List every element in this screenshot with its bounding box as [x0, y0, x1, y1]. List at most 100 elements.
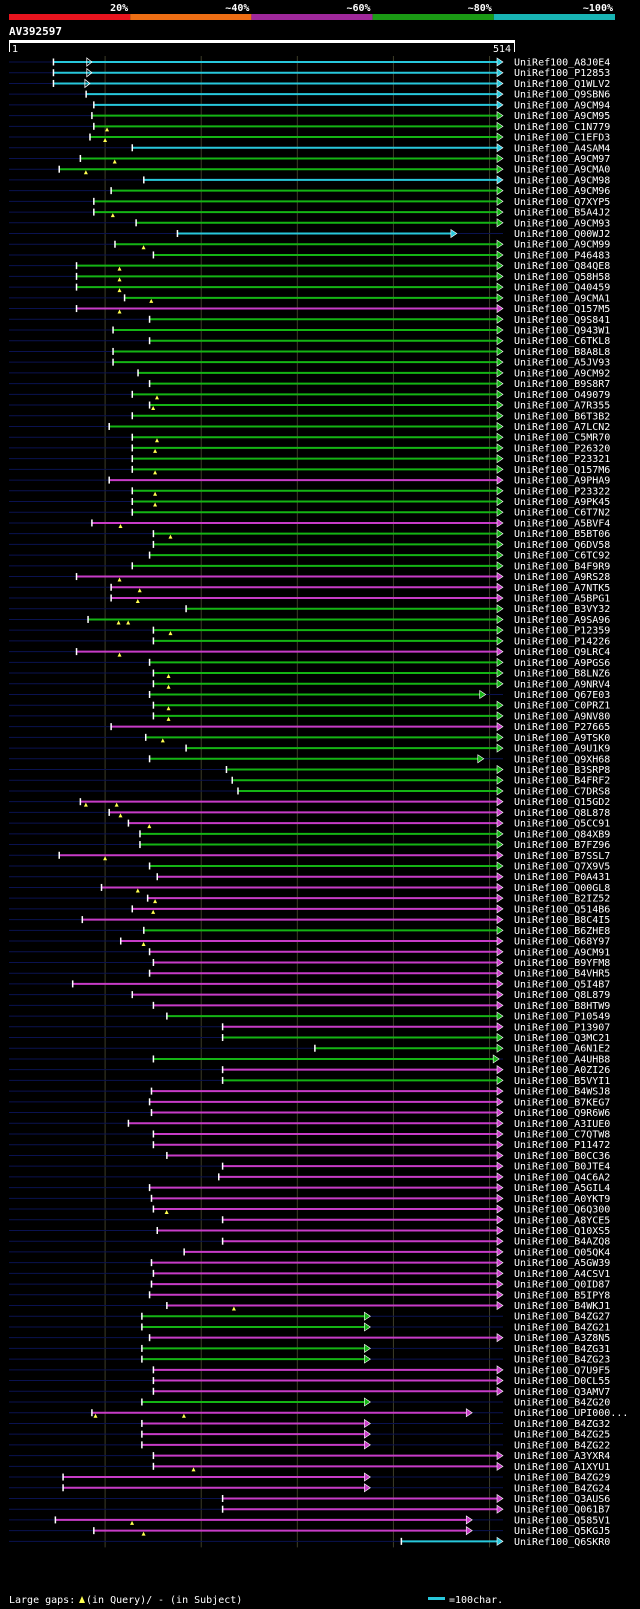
hit-row[interactable]: UniRef100_B7FZ96 [9, 839, 610, 851]
hit-row[interactable]: UniRef100_B6ZHE8 [9, 925, 610, 937]
hit-label[interactable]: UniRef100_A8J0E4 [514, 58, 610, 69]
hit-row[interactable]: UniRef100_Q00WJ2 [9, 228, 610, 240]
hit-label[interactable]: UniRef100_A9PHA9 [514, 476, 610, 487]
hit-label[interactable]: UniRef100_B0JTE4 [514, 1162, 610, 1173]
hit-row[interactable]: UniRef100_Q68Y97 [9, 936, 610, 948]
hit-row[interactable]: UniRef100_C7DRS8 [9, 786, 610, 797]
hit-row[interactable]: UniRef100_B4ZG21 [9, 1322, 610, 1333]
hit-row[interactable]: UniRef100_Q5KGJ5 [9, 1526, 610, 1537]
hit-row[interactable]: UniRef100_P0A431 [9, 872, 610, 883]
hit-row[interactable]: UniRef100_B3VY32 [9, 604, 610, 615]
hit-label[interactable]: UniRef100_B4ZG21 [514, 1322, 610, 1333]
hit-label[interactable]: UniRef100_C1EFD3 [514, 133, 610, 144]
hit-label[interactable]: UniRef100_C0PRZ1 [514, 701, 610, 712]
hit-row[interactable]: UniRef100_Q7U9F5 [9, 1365, 610, 1376]
hit-label[interactable]: UniRef100_Q9XH68 [514, 754, 610, 765]
hit-label[interactable]: UniRef100_A4SAM4 [514, 143, 610, 154]
hit-row[interactable]: UniRef100_B4ZG24 [9, 1483, 610, 1494]
hit-row[interactable]: UniRef100_A9SA96 [9, 614, 610, 626]
hit-row[interactable]: UniRef100_P10549 [9, 1011, 610, 1023]
hit-row[interactable]: UniRef100_P23322 [9, 486, 610, 497]
hit-row[interactable]: UniRef100_Q00GL8 [9, 882, 610, 894]
hit-label[interactable]: UniRef100_A7R355 [514, 401, 610, 412]
hit-row[interactable]: UniRef100_C1N779 [9, 121, 610, 133]
hit-label[interactable]: UniRef100_Q061B7 [514, 1505, 610, 1516]
hit-row[interactable]: UniRef100_B8C4I5 [9, 915, 610, 926]
hit-row[interactable]: UniRef100_Q10XS5 [9, 1225, 610, 1237]
hit-label[interactable]: UniRef100_P13907 [514, 1022, 610, 1033]
hit-row[interactable]: UniRef100_Q5I4B7 [9, 979, 610, 990]
hit-label[interactable]: UniRef100_P23322 [514, 486, 610, 497]
hit-label[interactable]: UniRef100_Q68Y97 [514, 937, 610, 948]
hit-label[interactable]: UniRef100_Q7XYP5 [514, 197, 610, 208]
hit-row[interactable]: UniRef100_A0ZI26 [9, 1065, 610, 1076]
hit-row[interactable]: UniRef100_B4F9R9 [9, 561, 610, 572]
hit-label[interactable]: UniRef100_Q8L879 [514, 990, 610, 1001]
hit-label[interactable]: UniRef100_B4ZG29 [514, 1473, 610, 1484]
hit-row[interactable]: UniRef100_Q3AMV7 [9, 1386, 610, 1398]
hit-label[interactable]: UniRef100_A9NV80 [514, 711, 610, 722]
hit-row[interactable]: UniRef100_P46483 [9, 250, 610, 261]
hit-row[interactable]: UniRef100_Q157M6 [9, 464, 610, 476]
hit-label[interactable]: UniRef100_B4VHR5 [514, 969, 610, 980]
hit-row[interactable]: UniRef100_P12853 [9, 67, 610, 79]
hit-label[interactable]: UniRef100_A9PK45 [514, 497, 610, 508]
hit-row[interactable]: UniRef100_A3YXR4 [9, 1451, 610, 1462]
hit-row[interactable]: UniRef100_B5BT06 [9, 529, 610, 540]
hit-label[interactable]: UniRef100_Q7X9V5 [514, 862, 610, 873]
hit-row[interactable]: UniRef100_A4CSV1 [9, 1268, 610, 1280]
hit-row[interactable]: UniRef100_A5JV93 [9, 357, 610, 369]
hit-label[interactable]: UniRef100_Q00GL8 [514, 883, 610, 894]
hit-row[interactable]: UniRef100_Q9XH68 [9, 754, 610, 765]
hit-label[interactable]: UniRef100_Q0ID87 [514, 1280, 610, 1291]
hit-label[interactable]: UniRef100_C5MR70 [514, 433, 610, 444]
hit-row[interactable]: UniRef100_C7QTW8 [9, 1129, 610, 1141]
hit-row[interactable]: UniRef100_B4ZG27 [9, 1311, 610, 1323]
hit-row[interactable]: UniRef100_B4WKJ1 [9, 1300, 610, 1312]
hit-label[interactable]: UniRef100_B8LNZ6 [514, 669, 610, 680]
hit-row[interactable]: UniRef100_B8A8L8 [9, 346, 610, 358]
hit-row[interactable]: UniRef100_P14226 [9, 636, 610, 647]
hit-row[interactable]: UniRef100_Q6SKR0 [9, 1536, 610, 1548]
hit-row[interactable]: UniRef100_B4AZQ8 [9, 1236, 610, 1248]
hit-row[interactable]: UniRef100_Q84QE8 [9, 261, 610, 272]
hit-row[interactable]: UniRef100_A9PGS6 [9, 657, 610, 669]
hit-label[interactable]: UniRef100_Q9R6W6 [514, 1108, 610, 1119]
hit-row[interactable]: UniRef100_B4ZG20 [9, 1397, 610, 1409]
hit-label[interactable]: UniRef100_B5IPY8 [514, 1290, 610, 1301]
hit-label[interactable]: UniRef100_B5VYI1 [514, 1076, 610, 1087]
hit-label[interactable]: UniRef100_B9YFM8 [514, 958, 610, 969]
hit-row[interactable]: UniRef100_P23321 [9, 454, 610, 465]
hit-label[interactable]: UniRef100_P12853 [514, 68, 610, 79]
hit-label[interactable]: UniRef100_Q5CC91 [514, 819, 610, 830]
hit-row[interactable]: UniRef100_B5VYI1 [9, 1075, 610, 1087]
hit-row[interactable]: UniRef100_A9PHA9 [9, 475, 610, 487]
hit-label[interactable]: UniRef100_B4WSJ8 [514, 1087, 610, 1098]
hit-label[interactable]: UniRef100_P23321 [514, 454, 610, 465]
hit-label[interactable]: UniRef100_Q1WLV2 [514, 79, 610, 90]
hit-label[interactable]: UniRef100_UPI000... [514, 1408, 628, 1419]
hit-row[interactable]: UniRef100_B2IZ52 [9, 893, 610, 905]
hit-label[interactable]: UniRef100_A9CM97 [514, 154, 610, 165]
hit-row[interactable]: UniRef100_P27665 [9, 722, 610, 733]
hit-row[interactable]: UniRef100_Q3AUS6 [9, 1493, 610, 1505]
hit-row[interactable]: UniRef100_A7LCN2 [9, 421, 610, 433]
hit-label[interactable]: UniRef100_A9CM98 [514, 175, 610, 186]
hit-row[interactable]: UniRef100_P13907 [9, 1022, 610, 1033]
hit-label[interactable]: UniRef100_Q9LRC4 [514, 647, 610, 658]
hit-row[interactable]: UniRef100_Q40459 [9, 282, 610, 294]
hit-row[interactable]: UniRef100_P26320 [9, 443, 610, 454]
hit-row[interactable]: UniRef100_Q7X9V5 [9, 861, 610, 873]
hit-row[interactable]: UniRef100_A9CM97 [9, 153, 610, 165]
hit-label[interactable]: UniRef100_A5BPG1 [514, 594, 610, 605]
hit-label[interactable]: UniRef100_P27665 [514, 722, 610, 733]
hit-label[interactable]: UniRef100_B0CC36 [514, 1151, 610, 1162]
hit-row[interactable]: UniRef100_P11472 [9, 1140, 610, 1151]
hit-row[interactable]: UniRef100_P12359 [9, 625, 610, 637]
hit-row[interactable]: UniRef100_Q4C6A2 [9, 1172, 610, 1183]
hit-row[interactable]: UniRef100_C0PRZ1 [9, 700, 610, 712]
hit-row[interactable]: UniRef100_B5A4J2 [9, 207, 610, 219]
hit-label[interactable]: UniRef100_Q84XB9 [514, 829, 610, 840]
hit-label[interactable]: UniRef100_P11472 [514, 1140, 610, 1151]
hit-label[interactable]: UniRef100_B9S8R7 [514, 379, 610, 390]
